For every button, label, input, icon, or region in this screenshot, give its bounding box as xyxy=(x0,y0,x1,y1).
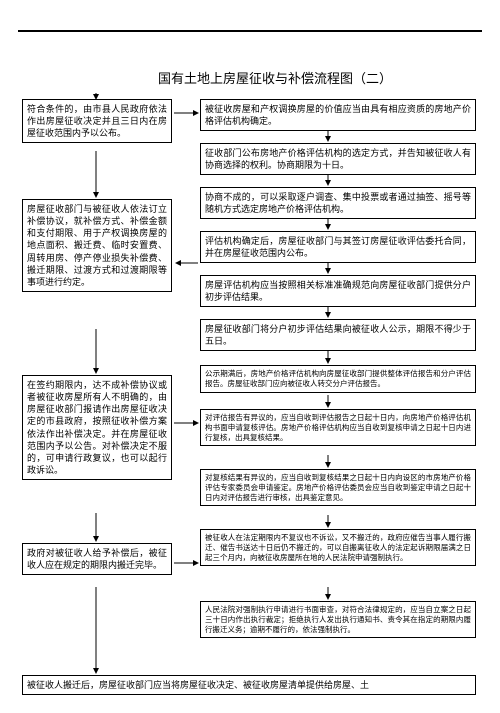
node-right-11: 人民法院对强制执行申请进行书面审查，对符合法律规定的，应当自立案之日起三十日内作… xyxy=(200,601,476,638)
node-right-6: 房屋征收部门将分户初步评估结果向被征收人公示，期限不得少于五日。 xyxy=(200,319,476,351)
node-left-1: 符合条件的，由市县人民政府依法作出房屋征收决定并且三日内在房屋征收范围内予以公布… xyxy=(22,99,172,143)
node-right-4: 评估机构确定后，房屋征收部门与其签订房屋征收评估委托合同，并在房屋征收范围内公布… xyxy=(200,231,476,263)
node-right-7: 公示期满后，房地产价格评估机构向房屋征收部门提供整体评估报告和分户评估报告。房屋… xyxy=(200,365,476,393)
page-title: 国有土地上房屋征收与补偿流程图（二） xyxy=(68,68,482,87)
flowchart: 符合条件的，由市县人民政府依法作出房屋征收决定并且三日内在房屋征收范围内予以公布… xyxy=(18,93,482,713)
node-right-3: 协商不成的，可以采取逐户调查、集中投票或者通过抽签、摇号等随机方式选定房地产价格… xyxy=(200,187,476,219)
node-right-10: 被征收人在法定期限内不复议也不诉讼，又不搬迁的，政府应催告当事人履行搬迁、催告书… xyxy=(200,529,476,566)
node-right-8: 对评估报告有异议的，应当自收到评估报告之日起十日内，向房地产价格评估机构书面申请… xyxy=(200,409,476,446)
node-left-3: 在签约期限内，达不成补偿协议或者被征收房屋所有人不明确的，由房屋征收部门报请作出… xyxy=(22,375,172,480)
node-right-2: 征收部门公布房地产价格评估机构的选定方式，并告知被征收人有协商选择的权利。协商期… xyxy=(200,143,476,175)
node-right-1: 被征收房屋和产权调换房屋的价值应当由具有相应资质的房地产价格评估机构确定。 xyxy=(200,99,476,131)
node-bottom: 被征收人搬迁后，房屋征收部门应当将房屋征收决定、被征收房屋清单提供给房屋、土 xyxy=(22,675,476,695)
node-left-2: 房屋征收部门与被征收人依法订立补偿协议，就补偿方式、补偿金额和支付期限、用于产权… xyxy=(22,199,172,292)
node-right-9: 对复核结果有异议的，应当自收到复核结果之日起十日内向设区的市房地产价格评估专家委… xyxy=(200,469,476,506)
node-right-5: 房屋评估机构应当按照相关标准准确规范向房屋征收部门提供分户初步评估结果。 xyxy=(200,275,476,307)
node-left-4: 政府对被征收人给予补偿后，被征收人应在规定的期限内搬迁完毕。 xyxy=(22,543,172,575)
